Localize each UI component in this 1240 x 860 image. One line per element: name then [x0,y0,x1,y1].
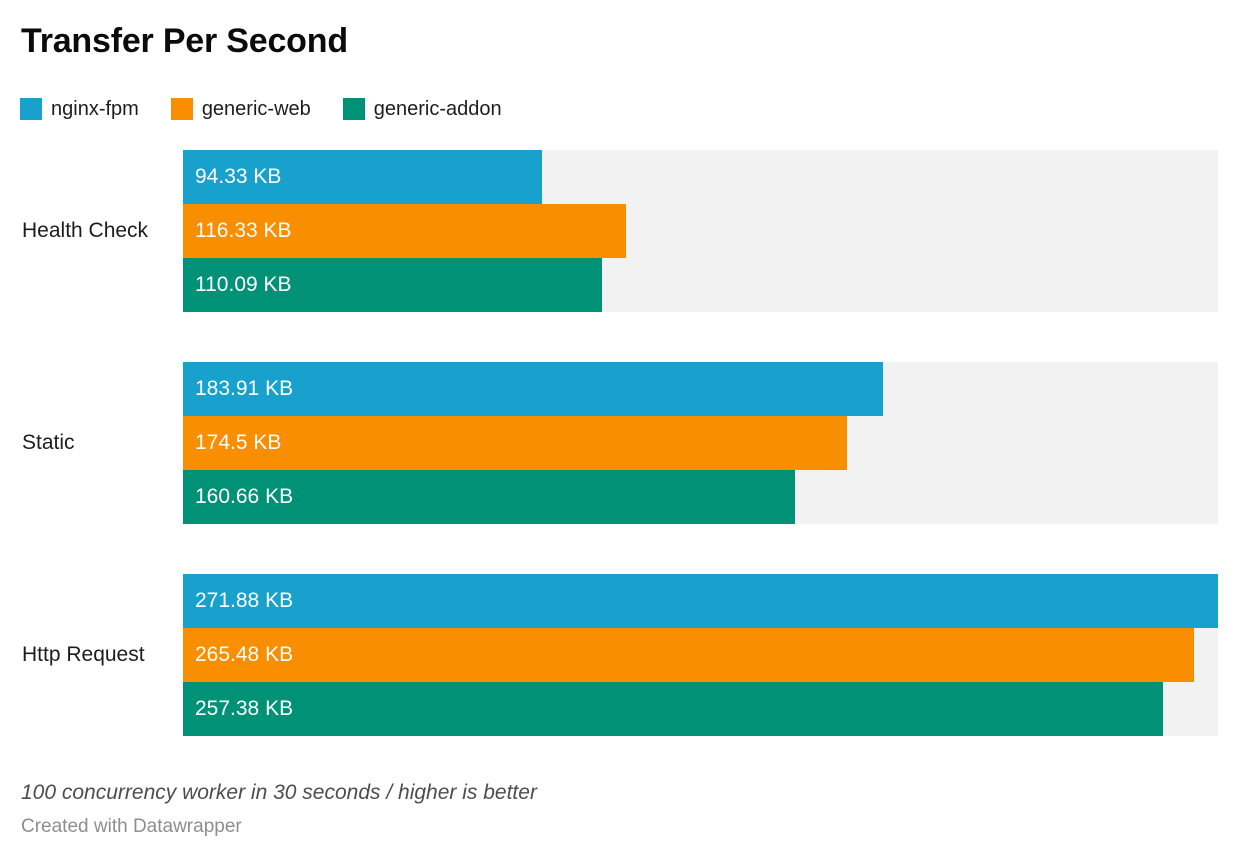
bar-group-static: Static 183.91 KB 174.5 KB 160.66 KB [0,362,1240,524]
datawrapper-credit-link[interactable]: Created with Datawrapper [21,816,242,837]
legend-item-generic-web: generic-web [170,97,311,121]
bar-group-http-request: Http Request 271.88 KB 265.48 KB 257.38 KB [0,574,1240,736]
legend: nginx-fpm generic-web generic-addon [20,97,1240,121]
bar-generic-addon-health-check: 110.09 KB [183,258,603,312]
bar-generic-web-health-check: 116.33 KB [183,204,626,258]
legend-item-generic-addon: generic-addon [342,97,502,121]
bar-value-label: 183.91 KB [195,377,294,400]
bar-value-label: 160.66 KB [195,485,294,508]
bar-generic-addon-http-request: 257.38 KB [183,682,1163,736]
legend-label: nginx-fpm [51,97,139,120]
legend-item-nginx-fpm: nginx-fpm [20,98,139,121]
category-label: Health Check [22,219,149,242]
bar-value-label: 257.38 KB [195,697,294,720]
legend-swatch-nginx-fpm [20,98,42,120]
grouped-bar-chart: Health Check 94.33 KB 116.33 KB 110.09 KB St… [0,150,1240,736]
legend-swatch-generic-web [170,98,193,120]
bar-value-label: 174.5 KB [195,431,282,454]
legend-label: generic-addon [373,97,502,120]
category-label: Http Request [22,643,145,666]
bar-nginx-fpm-health-check: 94.33 KB [183,150,543,204]
bar-value-label: 110.09 KB [195,273,292,296]
bar-generic-web-http-request: 265.48 KB [183,628,1194,682]
category-label: Static [22,431,75,454]
legend-label: generic-web [201,97,311,120]
bar-value-label: 265.48 KB [195,643,294,666]
bar-value-label: 271.88 KB [195,589,294,612]
bar-group-health-check: Health Check 94.33 KB 116.33 KB 110.09 KB [0,150,1240,312]
bar-nginx-fpm-static: 183.91 KB [183,362,884,416]
chart-title: Transfer Per Second [21,22,348,60]
bar-track: 94.33 KB 116.33 KB 110.09 KB [183,150,1218,312]
bar-generic-addon-static: 160.66 KB [183,470,795,524]
bar-generic-web-static: 174.5 KB [183,416,848,470]
legend-swatch-generic-addon [342,98,365,120]
chart-note: 100 concurrency worker in 30 seconds / h… [21,781,537,804]
bar-nginx-fpm-http-request: 271.88 KB [183,574,1218,628]
bar-value-label: 94.33 KB [195,165,282,188]
bar-value-label: 116.33 KB [195,219,292,242]
bar-track: 271.88 KB 265.48 KB 257.38 KB [183,574,1218,736]
bar-track: 183.91 KB 174.5 KB 160.66 KB [183,362,1218,524]
